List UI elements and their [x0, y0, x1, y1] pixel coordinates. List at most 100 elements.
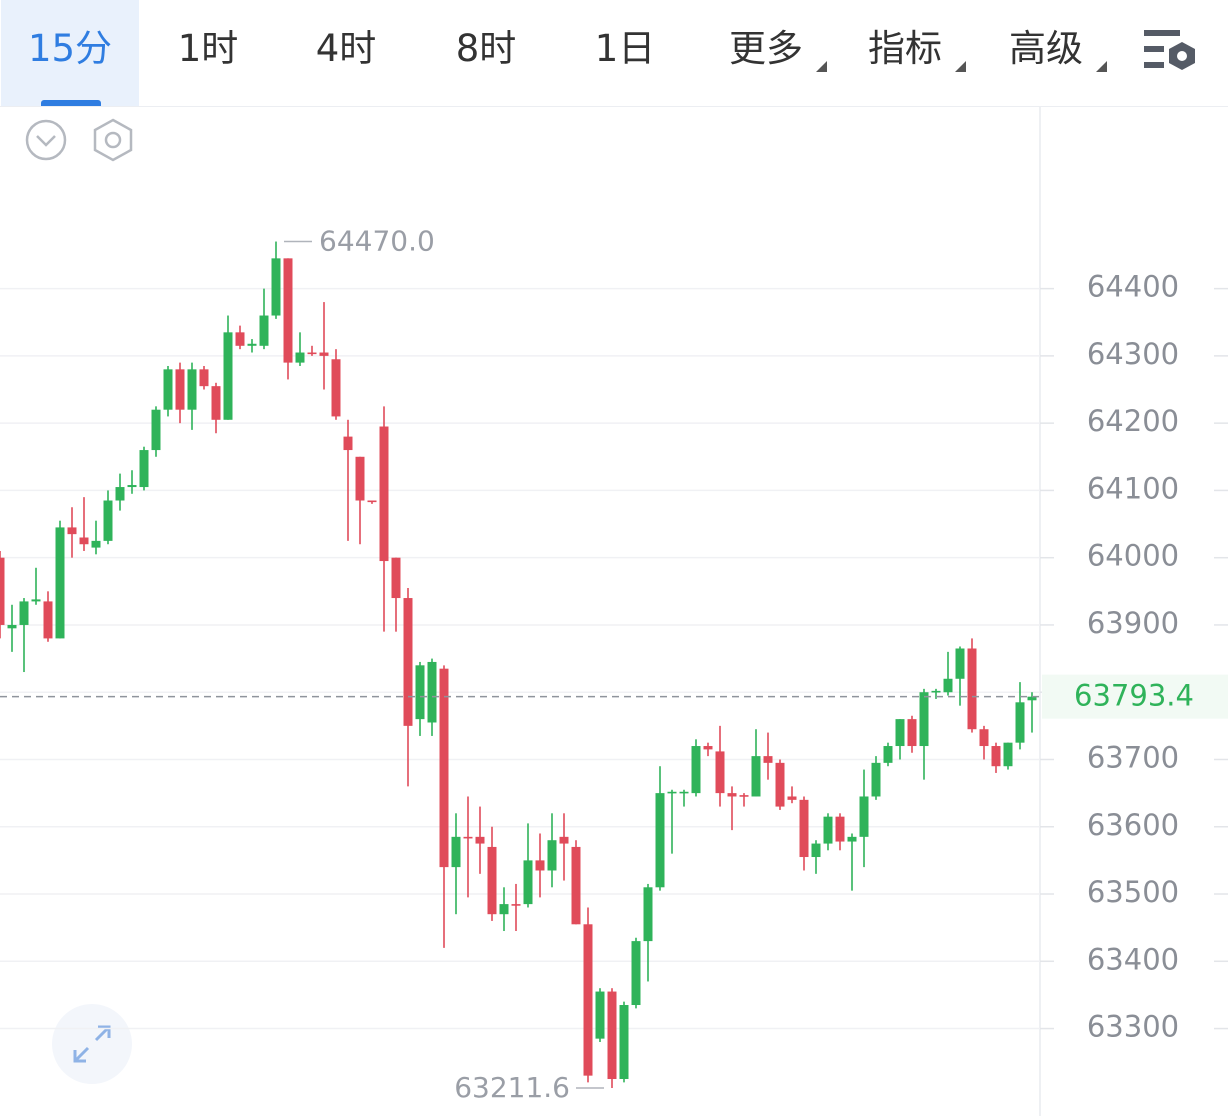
candle-body — [1015, 702, 1025, 743]
y-tick-label: 63900 — [1087, 606, 1179, 640]
candle-body — [475, 836, 485, 844]
tab[interactable]: 4时 — [315, 27, 377, 70]
candle-body — [199, 369, 209, 387]
y-tick-label: 63700 — [1087, 740, 1179, 774]
candle-body — [427, 661, 437, 723]
candle-body — [559, 836, 569, 844]
candle-body — [811, 843, 821, 858]
candle-body — [91, 540, 101, 548]
candle-body — [67, 527, 77, 535]
candle-body — [859, 796, 869, 837]
candle-body — [979, 729, 989, 747]
candle-body — [79, 537, 89, 545]
tab[interactable]: 15分 — [1, 0, 139, 106]
candle-body — [331, 359, 341, 417]
candle-body — [31, 599, 41, 602]
candle-body — [895, 719, 905, 747]
candle-body — [319, 352, 329, 356]
candle-body — [487, 846, 497, 915]
y-tick-label: 63400 — [1087, 942, 1179, 976]
candle-body — [211, 386, 221, 420]
candle-body — [235, 332, 245, 346]
candle-body — [391, 557, 401, 599]
candle-body — [643, 887, 653, 942]
settings-icon[interactable] — [93, 118, 133, 162]
candle-body — [991, 746, 1001, 767]
candle-body — [679, 791, 689, 794]
collapse-icon[interactable] — [25, 119, 67, 161]
candle-body — [523, 860, 533, 905]
candle-body — [907, 719, 917, 747]
candle-body — [835, 816, 845, 842]
candle-body — [139, 450, 149, 488]
candle-body — [763, 756, 773, 763]
candle-body — [871, 762, 881, 797]
candle-body — [355, 456, 365, 501]
tab[interactable]: 8时 — [455, 27, 517, 70]
candle-body — [727, 793, 737, 797]
candle-body — [787, 796, 797, 800]
candle-body — [967, 648, 977, 730]
candle-body — [583, 924, 593, 1076]
candle-body — [175, 369, 185, 410]
y-tick-label: 64200 — [1087, 404, 1179, 438]
candle-body — [115, 487, 125, 501]
candle-body — [655, 793, 665, 888]
candle-body — [715, 751, 725, 794]
candle-body — [955, 648, 965, 679]
candle-body — [43, 601, 53, 639]
candle-body — [259, 315, 269, 346]
candle-body — [631, 941, 641, 1006]
candle-body — [943, 678, 953, 693]
tab[interactable]: 更多 — [697, 0, 835, 106]
candle-body — [343, 436, 353, 451]
candle-body — [919, 692, 929, 747]
candle-body — [607, 991, 617, 1080]
toolbar: 15分 1时 4时 8时 1日 更多 指标 高级 — [0, 0, 1228, 107]
last-price-label: 63793.4 — [1074, 679, 1194, 713]
y-tick-label: 63500 — [1087, 875, 1179, 909]
candle-body — [271, 258, 281, 316]
candle-body — [691, 746, 701, 794]
candle-body — [775, 762, 785, 807]
candle-body — [703, 746, 713, 750]
candle-body — [0, 557, 5, 625]
candle-body — [223, 332, 233, 420]
tab[interactable]: 1日 — [594, 27, 656, 70]
candle-body — [1027, 696, 1037, 701]
candle-body — [151, 409, 161, 451]
candle-body — [511, 904, 521, 906]
candle-body — [7, 624, 17, 629]
candle-body — [883, 746, 893, 763]
candle-body — [451, 836, 461, 868]
candle-body — [931, 690, 941, 693]
candle-body — [415, 665, 425, 720]
candle-body — [799, 799, 809, 858]
y-tick-label: 64300 — [1087, 337, 1179, 371]
candle-body — [595, 991, 605, 1039]
fullscreen-icon[interactable] — [52, 1004, 132, 1084]
y-tick-label: 63600 — [1087, 808, 1179, 842]
candle-body — [667, 791, 677, 794]
candle-body — [439, 668, 449, 868]
tab[interactable]: 指标 — [836, 0, 974, 106]
y-tick-label: 64400 — [1087, 270, 1179, 304]
candle-body — [127, 485, 137, 488]
candle-body — [547, 840, 557, 871]
candle-body — [739, 795, 749, 797]
candle-body — [283, 258, 293, 363]
tab[interactable]: 高级 — [977, 0, 1115, 106]
candle-body — [571, 846, 581, 925]
candle-body — [307, 352, 317, 355]
candle-body — [163, 369, 173, 410]
candle-body — [619, 1005, 629, 1080]
y-tick-label: 63300 — [1087, 1010, 1179, 1044]
last-price-bg — [1042, 674, 1228, 719]
candle-body — [367, 500, 377, 503]
candle-body — [751, 756, 761, 797]
indicator-icon[interactable] — [1144, 30, 1195, 70]
tab[interactable]: 1时 — [177, 27, 239, 70]
candle-body — [187, 369, 197, 410]
